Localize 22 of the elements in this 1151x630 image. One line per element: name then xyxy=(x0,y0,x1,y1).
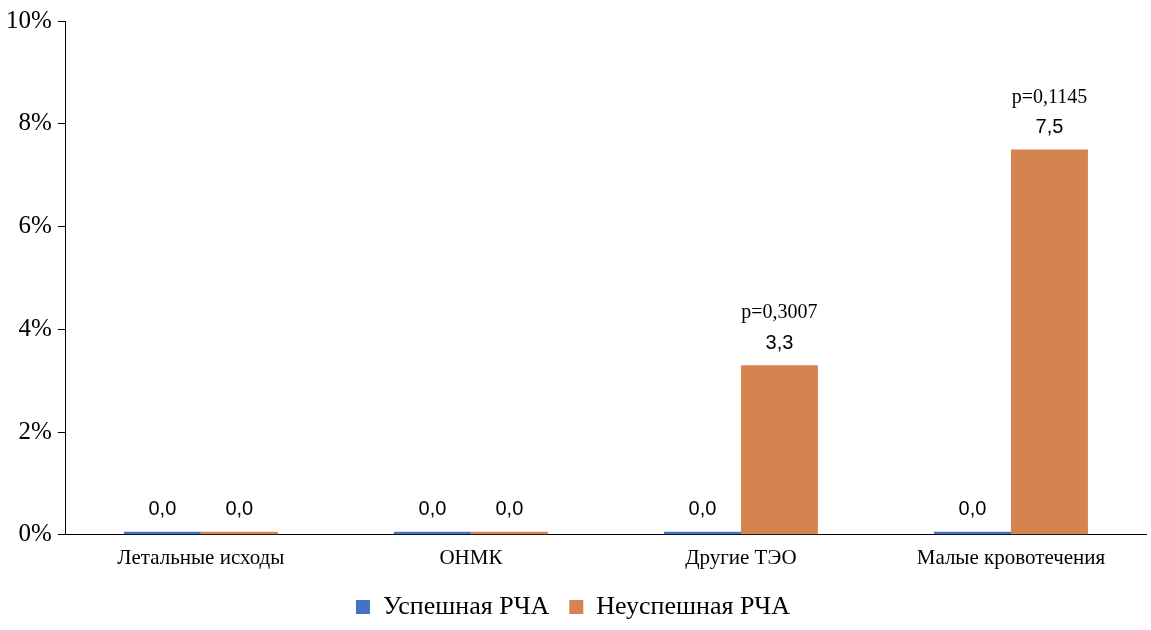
legend-label: Неуспешная РЧА xyxy=(596,590,791,620)
data-label: 0,0 xyxy=(495,497,524,520)
y-tick-label: 4% xyxy=(18,313,52,341)
data-label: 0,0 xyxy=(688,497,717,520)
y-tick-label: 0% xyxy=(18,519,52,547)
x-tick-label: Летальные исходы xyxy=(117,544,285,569)
y-tick-label: 8% xyxy=(18,108,52,136)
data-label: 0,0 xyxy=(225,497,254,520)
data-label: 3,3 xyxy=(765,330,794,353)
y-tick-label: 6% xyxy=(18,211,52,239)
data-label: 0,0 xyxy=(958,497,987,520)
x-tick-label: Другие ТЭО xyxy=(685,544,797,569)
annotation: p=0,1145 xyxy=(1011,84,1088,108)
data-label: 0,0 xyxy=(148,497,177,520)
y-tick-label: 10% xyxy=(6,5,52,33)
data-label: 7,5 xyxy=(1035,114,1064,137)
y-tick-label: 2% xyxy=(18,416,52,444)
x-tick-label: Малые кровотечения xyxy=(916,544,1106,569)
annotation: p=0,3007 xyxy=(741,300,818,324)
data-label: 0,0 xyxy=(418,497,447,520)
legend-label: Успешная РЧА xyxy=(382,590,550,620)
x-tick-label: ОНМК xyxy=(439,544,504,569)
